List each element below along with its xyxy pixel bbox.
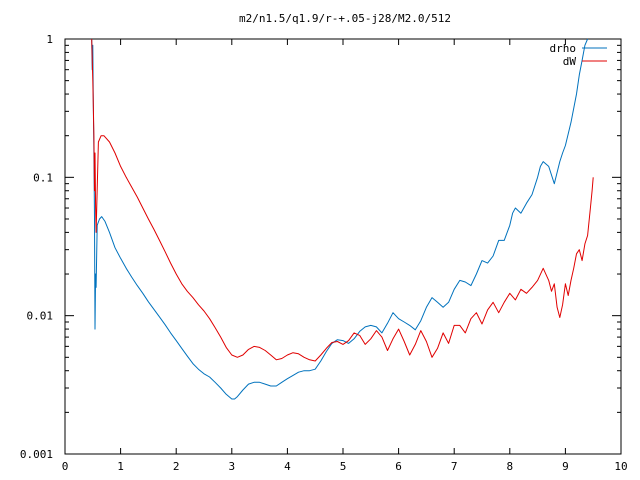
series-line-drho [91, 38, 589, 400]
series-line-dW [91, 38, 594, 362]
x-tick-label-4: 4 [284, 460, 291, 473]
x-tick-label-1: 1 [117, 460, 124, 473]
x-tick-label-10: 10 [614, 460, 627, 473]
y-tick-label-1: 0.1 [33, 171, 53, 184]
x-tick-label-5: 5 [340, 460, 347, 473]
x-tick-label-9: 9 [562, 460, 569, 473]
y-tick-label-3: 0.001 [20, 448, 53, 461]
legend-label-dW: dW [563, 55, 577, 68]
x-tick-label-2: 2 [173, 460, 180, 473]
y-axis: 1 0.1 0.01 0.001 [20, 33, 621, 461]
x-tick-label-8: 8 [506, 460, 513, 473]
series-layer [91, 38, 594, 400]
plot-frame [64, 38, 622, 455]
y-tick-label-2: 0.01 [27, 310, 54, 323]
x-tick-label-6: 6 [395, 460, 402, 473]
x-tick-label-3: 3 [228, 460, 235, 473]
y-tick-label-0: 1 [46, 33, 53, 46]
legend-label-drho: drho [550, 42, 577, 55]
chart-title: m2/n1.5/q1.9/r-+.05-j28/M2.0/512 [239, 12, 451, 25]
x-tick-label-0: 0 [62, 460, 69, 473]
x-tick-label-7: 7 [451, 460, 458, 473]
x-axis: 0 1 2 3 4 5 6 7 8 9 10 [62, 39, 628, 473]
